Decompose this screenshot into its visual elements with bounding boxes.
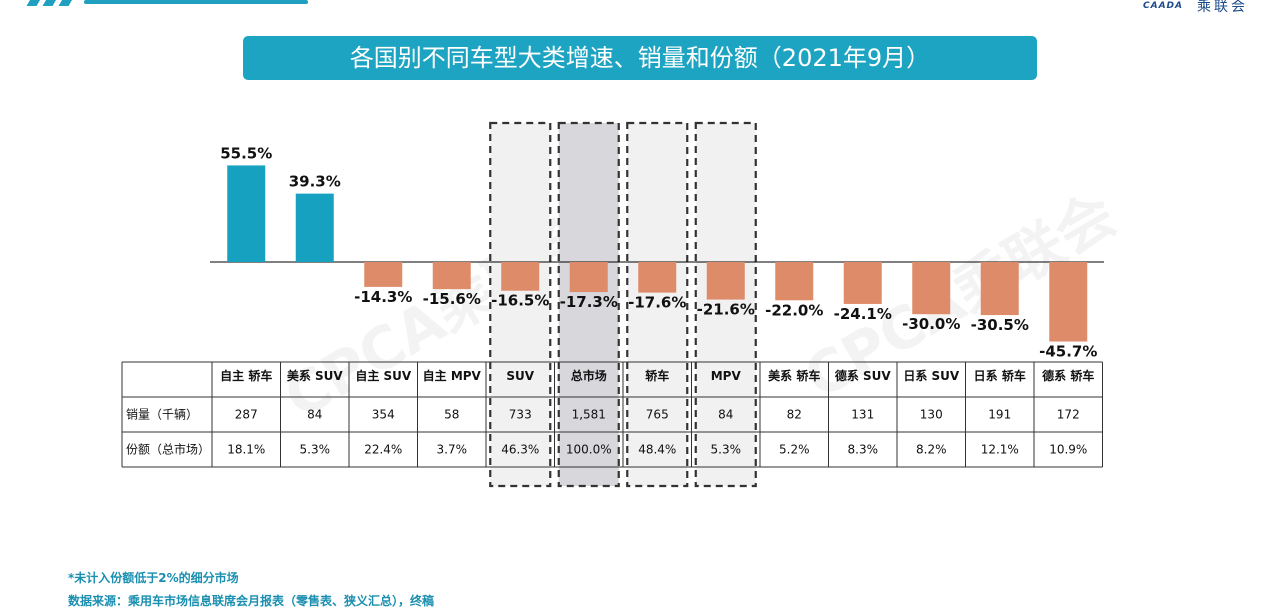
table-cell-0-11: 191 bbox=[988, 408, 1011, 422]
data-label-11: -30.5% bbox=[971, 316, 1029, 334]
table-cell-1-0: 18.1% bbox=[227, 443, 265, 457]
category-label-9: 德系 SUV bbox=[835, 368, 892, 383]
bar-5 bbox=[569, 262, 608, 293]
chart-title: 各国别不同车型大类增速、销量和份额（2021年9月） bbox=[243, 36, 1037, 80]
bar-0 bbox=[227, 165, 266, 262]
category-label-5: 总市场 bbox=[571, 368, 607, 383]
logo-name: 乘联会 bbox=[1197, 0, 1248, 15]
footnote: *未计入份额低于2%的细分市场 bbox=[68, 571, 239, 585]
data-label-9: -24.1% bbox=[834, 305, 892, 323]
table-cell-1-4: 46.3% bbox=[501, 443, 539, 457]
table-cell-1-2: 22.4% bbox=[364, 443, 402, 457]
table-cell-0-1: 84 bbox=[307, 408, 322, 422]
table-cell-1-12: 10.9% bbox=[1049, 443, 1087, 457]
category-label-4: SUV bbox=[506, 369, 534, 383]
category-label-7: MPV bbox=[711, 369, 742, 383]
category-label-1: 美系 SUV bbox=[287, 368, 344, 383]
highlight-box-7 bbox=[694, 121, 757, 488]
data-label-6: -17.6% bbox=[628, 294, 686, 312]
table-cell-1-3: 3.7% bbox=[437, 443, 468, 457]
highlight-box-5 bbox=[557, 121, 620, 488]
table-cell-0-4: 733 bbox=[509, 408, 532, 422]
table-cell-1-10: 8.2% bbox=[916, 443, 947, 457]
table-cell-0-5: 1,581 bbox=[572, 408, 606, 422]
table-cell-0-0: 287 bbox=[235, 408, 258, 422]
table-cell-0-10: 130 bbox=[920, 408, 943, 422]
bar-7 bbox=[706, 262, 745, 300]
category-label-10: 日系 SUV bbox=[903, 368, 960, 383]
table-cell-1-5: 100.0% bbox=[566, 443, 612, 457]
table-cell-0-7: 84 bbox=[718, 408, 733, 422]
data-label-2: -14.3% bbox=[354, 288, 412, 306]
table-cell-1-1: 5.3% bbox=[300, 443, 331, 457]
bar-4 bbox=[501, 262, 540, 291]
data-label-7: -21.6% bbox=[697, 301, 755, 319]
category-label-2: 自主 SUV bbox=[355, 368, 412, 383]
table-cell-0-6: 765 bbox=[646, 408, 669, 422]
logo-mark: CAADA bbox=[1143, 1, 1183, 11]
bar-11 bbox=[980, 262, 1019, 316]
data-label-8: -22.0% bbox=[765, 301, 823, 319]
table-cell-1-8: 5.2% bbox=[779, 443, 810, 457]
table-cell-0-9: 131 bbox=[851, 408, 874, 422]
table-cell-1-7: 5.3% bbox=[711, 443, 742, 457]
category-label-3: 自主 MPV bbox=[423, 368, 482, 383]
category-label-6: 轿车 bbox=[645, 368, 669, 383]
category-label-11: 日系 轿车 bbox=[974, 368, 1026, 383]
table-cell-0-2: 354 bbox=[372, 408, 395, 422]
bar-8 bbox=[775, 262, 814, 301]
table-cell-0-3: 58 bbox=[444, 408, 459, 422]
highlight-box-6 bbox=[626, 121, 689, 488]
category-label-12: 德系 轿车 bbox=[1042, 368, 1094, 383]
highlight-box-4 bbox=[489, 121, 552, 488]
bar-6 bbox=[638, 262, 677, 293]
data-label-0: 55.5% bbox=[220, 144, 272, 162]
table-cell-1-6: 48.4% bbox=[638, 443, 676, 457]
data-label-10: -30.0% bbox=[902, 315, 960, 333]
table-row-label-0: 销量（千辆） bbox=[126, 408, 198, 422]
category-label-8: 美系 轿车 bbox=[768, 368, 820, 383]
table-cell-1-11: 12.1% bbox=[981, 443, 1019, 457]
bar-3 bbox=[432, 262, 471, 290]
data-label-5: -17.3% bbox=[560, 293, 618, 311]
table-cell-0-12: 172 bbox=[1057, 408, 1080, 422]
bar-10 bbox=[912, 262, 951, 315]
bar-1 bbox=[295, 193, 334, 262]
data-source: 数据来源：乘用车市场信息联席会月报表（零售表、狭义汇总），终稿 bbox=[68, 594, 435, 608]
bar-2 bbox=[364, 262, 403, 287]
data-label-1: 39.3% bbox=[289, 173, 341, 191]
category-label-0: 自主 轿车 bbox=[220, 368, 272, 383]
header-decoration bbox=[0, 0, 320, 8]
brand-logo: CAADA 乘联会 bbox=[1143, 0, 1248, 16]
data-label-12: -45.7% bbox=[1039, 343, 1097, 361]
bar-9 bbox=[843, 262, 882, 304]
table-cell-1-9: 8.3% bbox=[848, 443, 879, 457]
bar-12 bbox=[1049, 262, 1088, 342]
data-label-3: -15.6% bbox=[423, 290, 481, 308]
table-cell-0-8: 82 bbox=[787, 408, 802, 422]
table-row-label-1: 份额（总市场） bbox=[126, 442, 210, 457]
data-label-4: -16.5% bbox=[491, 292, 549, 310]
